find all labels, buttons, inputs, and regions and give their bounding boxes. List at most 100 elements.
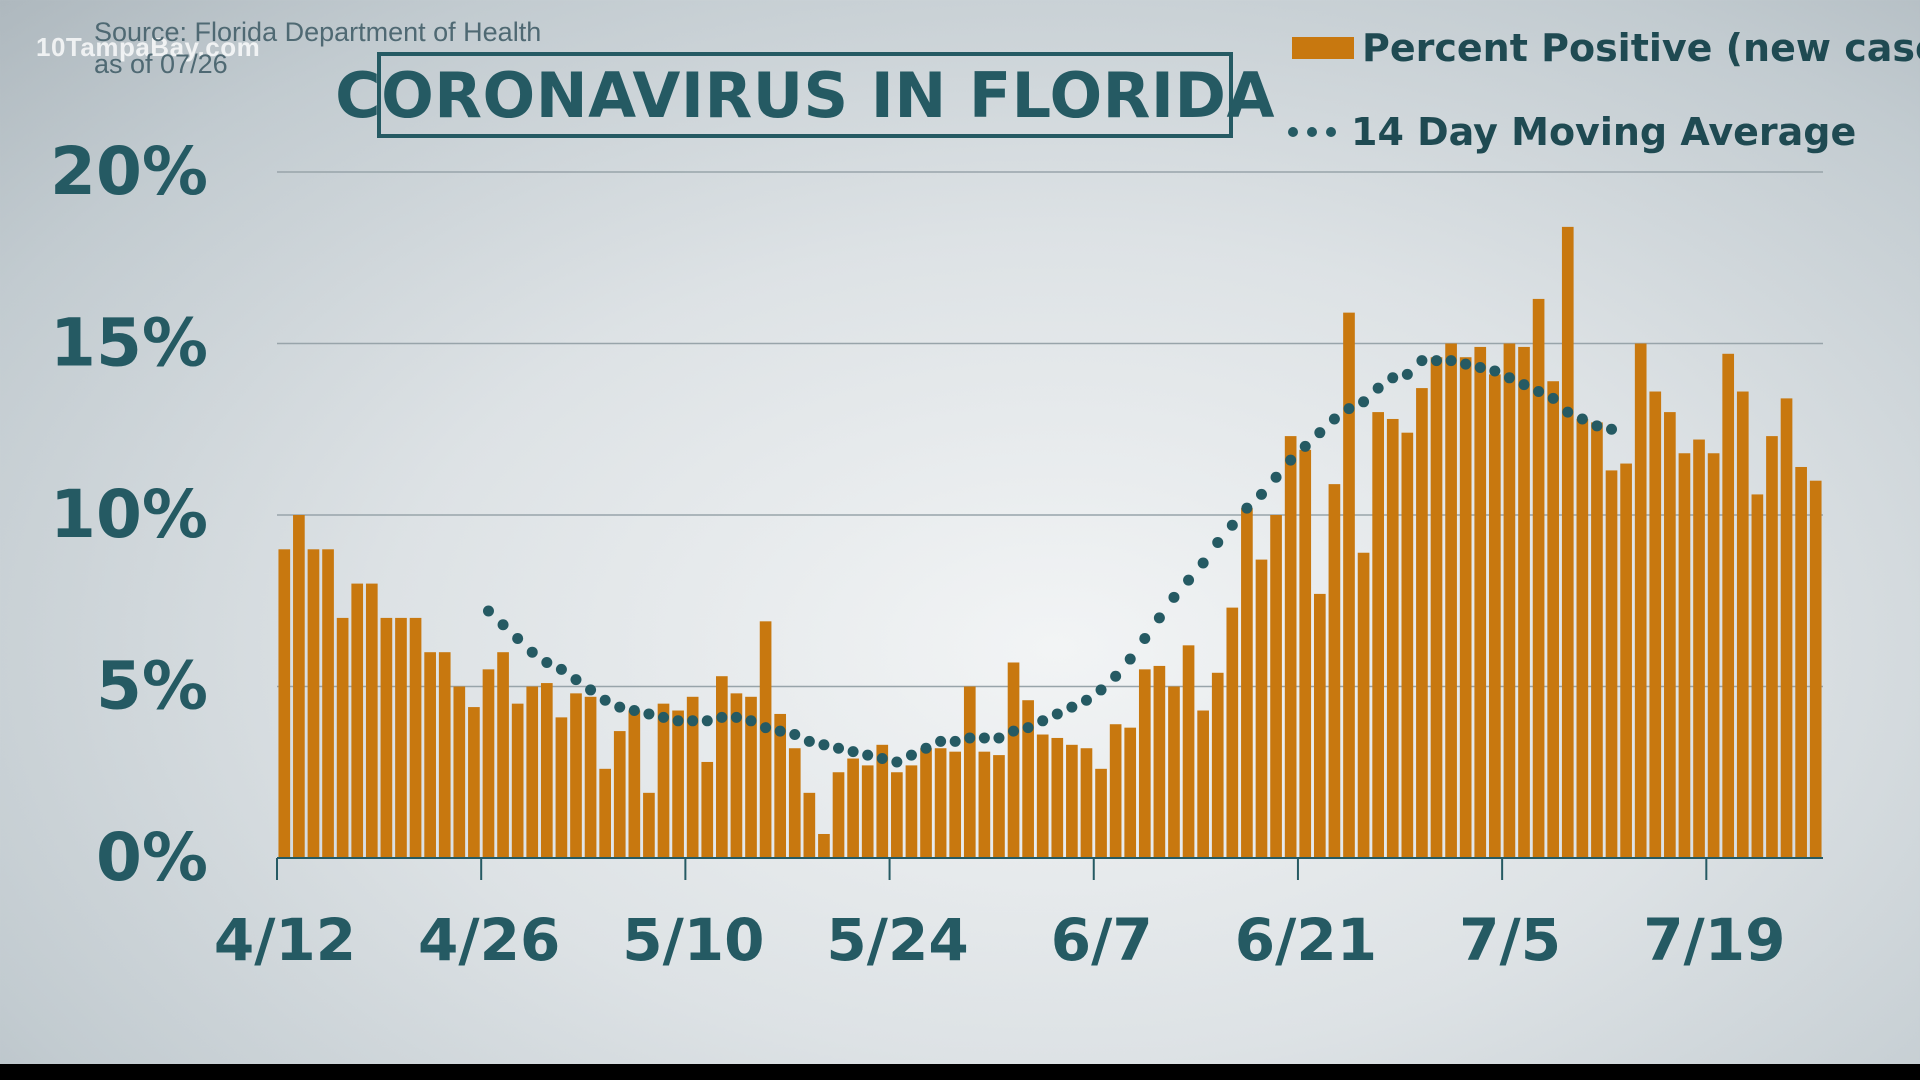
bar bbox=[1532, 298, 1545, 858]
moving-average-point bbox=[1314, 427, 1326, 439]
moving-average-point bbox=[847, 746, 859, 758]
moving-average-point bbox=[1358, 396, 1370, 408]
moving-average-point bbox=[803, 735, 815, 747]
bar bbox=[818, 833, 830, 858]
moving-average-point bbox=[1037, 715, 1049, 727]
bar bbox=[555, 717, 568, 858]
bar bbox=[788, 748, 801, 858]
bar bbox=[1736, 391, 1749, 858]
bar bbox=[993, 755, 1005, 858]
x-tick-label: 5/10 bbox=[622, 906, 764, 974]
bar bbox=[1489, 374, 1501, 858]
bar bbox=[584, 696, 597, 858]
bar bbox=[920, 748, 932, 858]
legend-line-entry: 14 Day Moving Average bbox=[1288, 110, 1856, 154]
bar bbox=[293, 515, 305, 858]
bar bbox=[1197, 710, 1209, 858]
moving-average-point bbox=[1401, 368, 1413, 380]
bar bbox=[1313, 593, 1326, 858]
moving-average-point bbox=[1183, 574, 1195, 586]
bar bbox=[1343, 312, 1355, 858]
bar bbox=[1328, 484, 1341, 858]
x-tick-label: 4/12 bbox=[214, 906, 356, 974]
moving-average-point bbox=[1606, 423, 1618, 435]
x-tick-label: 7/5 bbox=[1459, 906, 1561, 974]
moving-average-point bbox=[599, 694, 611, 706]
legend-line-label: 14 Day Moving Average bbox=[1351, 110, 1857, 154]
bar bbox=[278, 549, 291, 858]
bar bbox=[307, 549, 320, 858]
moving-average-point bbox=[818, 739, 830, 751]
bar bbox=[1241, 508, 1253, 858]
moving-average-point bbox=[1591, 420, 1603, 432]
moving-average-point bbox=[1387, 372, 1399, 384]
moving-average-point bbox=[1416, 355, 1428, 367]
bar bbox=[1780, 398, 1793, 858]
bar bbox=[438, 652, 451, 858]
moving-average-point bbox=[1489, 365, 1501, 377]
moving-average-point bbox=[920, 742, 932, 754]
bar bbox=[1430, 357, 1443, 858]
bar bbox=[1357, 552, 1370, 858]
bar bbox=[1503, 343, 1516, 858]
bar bbox=[978, 751, 991, 858]
moving-average-point bbox=[1139, 632, 1151, 644]
moving-average-point bbox=[1474, 362, 1486, 374]
moving-average-point bbox=[1343, 403, 1355, 415]
bar bbox=[1066, 744, 1078, 858]
bottom-bar bbox=[0, 1064, 1920, 1080]
moving-average-point bbox=[789, 729, 801, 741]
moving-average-point bbox=[1460, 358, 1472, 370]
moving-average-point bbox=[1197, 557, 1209, 569]
bar bbox=[716, 676, 728, 858]
moving-average-point bbox=[1372, 382, 1384, 394]
moving-average-point bbox=[1008, 725, 1020, 737]
bar bbox=[759, 621, 772, 858]
moving-average-point bbox=[1022, 722, 1034, 734]
moving-average-point bbox=[1285, 454, 1297, 466]
bar bbox=[424, 652, 436, 858]
legend-bar-swatch bbox=[1292, 37, 1354, 59]
bar bbox=[1605, 470, 1618, 858]
moving-average-point bbox=[862, 749, 874, 761]
bar bbox=[803, 792, 816, 858]
moving-average-point bbox=[1255, 488, 1267, 500]
bar bbox=[1255, 559, 1268, 858]
x-tick-label: 5/24 bbox=[826, 906, 968, 974]
moving-average-point bbox=[1110, 670, 1122, 682]
moving-average-point bbox=[512, 632, 524, 644]
bar bbox=[1007, 662, 1020, 858]
bar bbox=[1634, 343, 1647, 858]
bar bbox=[949, 751, 962, 858]
bar bbox=[628, 710, 641, 858]
bar bbox=[1809, 480, 1822, 858]
bar bbox=[1284, 436, 1297, 858]
bar bbox=[613, 731, 626, 858]
bar bbox=[511, 703, 524, 858]
bar bbox=[1445, 343, 1457, 858]
moving-average-point bbox=[1445, 355, 1457, 367]
y-tick-label: 0% bbox=[96, 819, 208, 896]
bar bbox=[1226, 607, 1239, 858]
moving-average-point bbox=[891, 756, 903, 768]
chart-title-box: CORONAVIRUS IN FLORIDA bbox=[335, 52, 1274, 138]
bar bbox=[891, 772, 903, 858]
legend-bar-label: Percent Positive (new cases) bbox=[1362, 26, 1920, 70]
bar bbox=[1372, 412, 1384, 858]
bar bbox=[526, 686, 539, 858]
source-line: Source: Florida Department of Health bbox=[94, 17, 542, 47]
moving-average-point bbox=[876, 753, 888, 765]
bar bbox=[832, 772, 845, 858]
bar bbox=[730, 693, 743, 858]
moving-average-point bbox=[1080, 694, 1092, 706]
moving-average-point bbox=[482, 605, 494, 617]
y-tick-label: 20% bbox=[50, 133, 208, 210]
bar bbox=[351, 583, 364, 858]
chart-title: CORONAVIRUS IN FLORIDA bbox=[335, 58, 1275, 132]
moving-average-point bbox=[978, 732, 990, 744]
bar bbox=[1299, 449, 1312, 858]
bar bbox=[365, 583, 378, 858]
bar bbox=[395, 617, 407, 858]
bar bbox=[1211, 672, 1224, 858]
